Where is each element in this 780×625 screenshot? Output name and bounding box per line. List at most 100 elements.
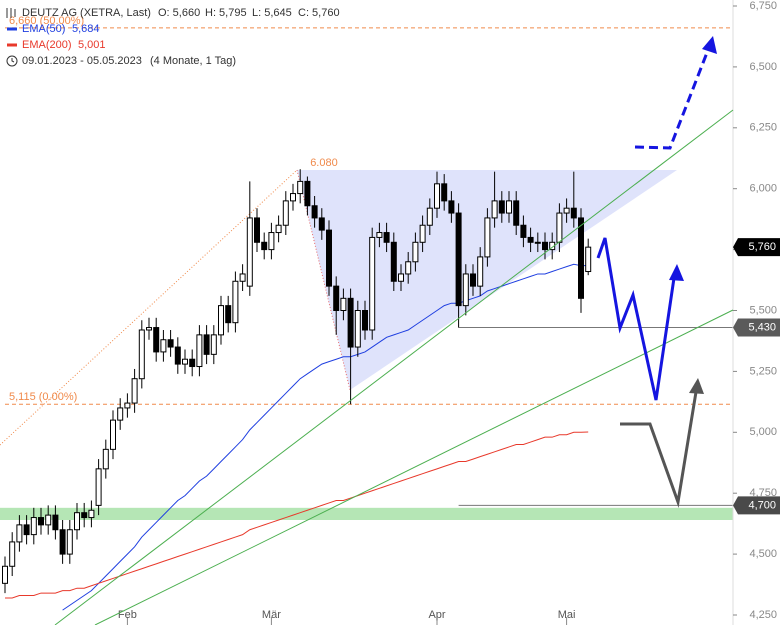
legend: DEUTZ AG (XETRA, Last) O: 5,660 H: 5,795… [6,7,340,67]
candle-body [30,517,37,536]
y-tick-label: 6,250 [749,122,777,134]
drawings [54,36,734,625]
arrow-head [702,36,717,54]
candle-body [38,517,44,526]
candle-body [23,524,30,536]
candle-body [74,512,80,531]
candle-body [9,541,16,567]
legend-ohlc: L: 5,645 [252,7,292,19]
candle-body [182,358,188,365]
candle-body [117,407,124,421]
candle-body [570,207,577,219]
candle-body [45,514,52,526]
candle-body [297,180,304,195]
price-box-label: 5,430 [748,321,776,333]
y-tick-label: 6,000 [749,183,777,195]
arrow-head [669,264,684,281]
legend-range: 09.01.2023 - 05.05.2023 [22,55,142,67]
y-tick-label: 5,250 [749,365,777,377]
candle-body [268,232,275,251]
projection-arrow [596,237,676,401]
candle-body [405,261,412,275]
candle-body [232,280,239,324]
candle-body [304,180,311,207]
candle-body [376,232,383,238]
candle-body [491,200,498,219]
legend-value: 5,684 [72,23,100,35]
legend-label: EMA(200) [22,39,72,51]
candle-body [347,297,354,348]
candle-body [340,297,347,312]
candle-body [102,448,109,470]
y-tick-label: 5,500 [749,304,777,316]
legend-value: 5,001 [78,39,106,51]
legend-label: EMA(50) [22,23,65,35]
legend-span: (4 Monate, 1 Tag) [150,55,236,67]
candle-body [210,334,217,355]
candle-body [556,212,563,243]
price-box [733,318,780,337]
candle-body [362,310,368,331]
candle-body [246,217,253,287]
candle-body [261,241,268,251]
candle-body [16,524,23,543]
candle-body [311,205,318,219]
candle-body [290,193,296,202]
candle-body [59,529,66,555]
candle-body [506,200,512,214]
candle-body [477,256,484,287]
candle-body [146,327,152,331]
candle-body [369,236,376,331]
y-tick-label: 4,250 [749,609,777,621]
candle-body [520,224,527,238]
candle-body [66,529,73,555]
y-tick-label: 6,750 [749,0,777,12]
candle-body [419,224,426,243]
candle-body [95,468,102,506]
support-band [0,507,733,520]
candle-body [225,305,232,324]
legend-ohlc: H: 5,795 [205,7,247,19]
trendline [54,109,734,625]
trendline [94,309,734,625]
projection-arrow [620,391,698,508]
candle-body [578,217,584,299]
clock-icon [11,58,15,63]
candle-body [167,339,174,348]
candle-body [542,241,548,251]
candle-body [333,285,340,312]
candle-body [484,217,491,258]
fib-label: 6,660 (50.00%) [9,15,84,27]
candle-body [513,200,520,226]
candle-body [527,236,534,243]
y-tick-label: 5,000 [749,426,777,438]
candle-body [441,183,448,202]
candle-body [383,232,390,243]
candle-body [398,273,404,282]
candle-body [153,327,160,353]
candle-body [412,241,419,263]
candle-body [131,378,138,404]
candle-body [239,273,246,282]
candle-body [174,346,181,365]
candle-body [81,512,88,519]
high-label: 6.080 [310,157,338,169]
candle-body [52,514,59,531]
ema-line [5,431,589,599]
candle-body [470,273,476,287]
candle-body [448,200,455,214]
candle-body [390,241,397,282]
candle-body [160,339,167,353]
x-tick-label: Apr [428,609,445,621]
candle-body [354,310,361,348]
candle-body [110,419,116,450]
price-box-label: 5,760 [748,241,776,253]
x-tick-label: Mai [558,609,576,621]
candle-body [426,207,433,226]
fib-label: 5,115 (0.00%) [9,391,77,403]
candle-body [498,200,505,214]
candle-icon [6,8,16,18]
price-box-label: 4,700 [748,499,776,511]
